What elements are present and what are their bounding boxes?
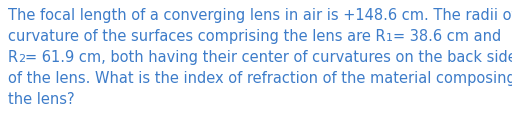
Text: = 38.6 cm and: = 38.6 cm and [393,29,501,44]
Text: 1: 1 [386,33,393,43]
Text: = 61.9 cm, both having their center of curvatures on the back side: = 61.9 cm, both having their center of c… [25,50,512,65]
Text: 2: 2 [18,54,25,64]
Text: of the lens. What is the index of refraction of the material composing: of the lens. What is the index of refrac… [8,71,512,86]
Text: the lens?: the lens? [8,92,75,107]
Text: R: R [8,50,18,65]
Text: curvature of the surfaces comprising the lens are R: curvature of the surfaces comprising the… [8,29,386,44]
Text: The focal length of a converging lens in air is +148.6 cm. The radii of: The focal length of a converging lens in… [8,8,512,23]
